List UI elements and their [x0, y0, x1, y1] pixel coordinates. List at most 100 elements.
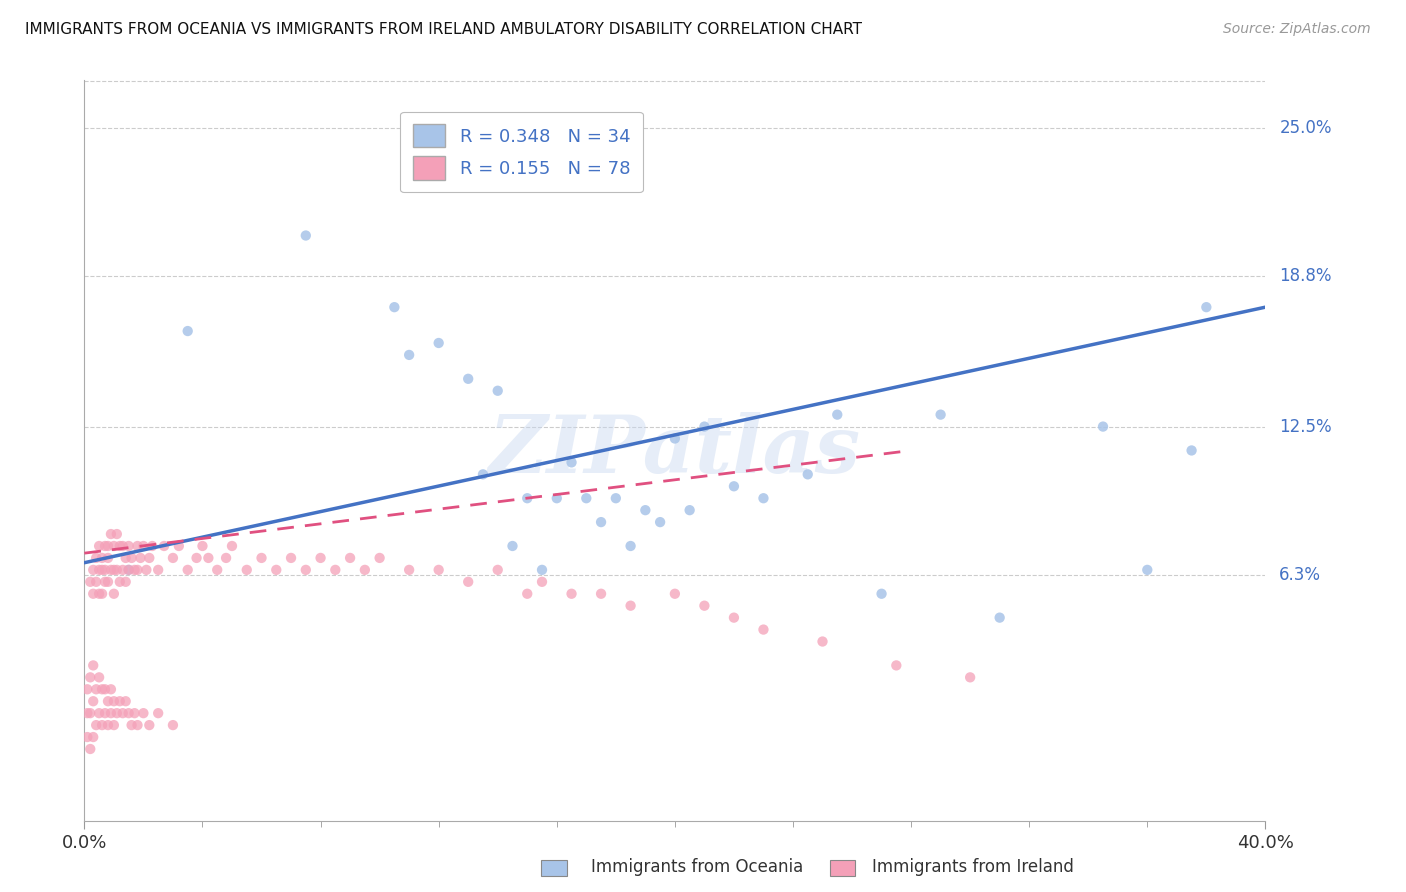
Point [693, 419, 716, 434]
Point [295, 563, 318, 577]
Point [605, 491, 627, 506]
Point [124, 563, 146, 577]
Text: ZIPatlas: ZIPatlas [489, 412, 860, 489]
Point [309, 550, 332, 565]
Point [398, 563, 420, 577]
Point [561, 587, 583, 601]
Point [76, 682, 98, 697]
Point [87, 587, 111, 601]
Point [486, 384, 509, 398]
Point [82, 730, 104, 744]
Point [105, 527, 128, 541]
Point [111, 539, 134, 553]
Point [127, 718, 149, 732]
Point [87, 670, 111, 684]
Point [138, 718, 160, 732]
Point [118, 563, 141, 577]
Point [546, 491, 568, 506]
Point [84, 574, 107, 589]
Point [620, 539, 643, 553]
Point [94, 539, 117, 553]
Point [103, 587, 125, 601]
Point [121, 550, 143, 565]
Point [886, 658, 908, 673]
Point [811, 634, 834, 648]
Point [148, 706, 170, 721]
Point [91, 682, 114, 697]
Point [531, 563, 554, 577]
Text: Source: ZipAtlas.com: Source: ZipAtlas.com [1223, 22, 1371, 37]
Point [177, 324, 200, 338]
Point [127, 563, 149, 577]
Point [97, 718, 120, 732]
Point [79, 706, 101, 721]
Point [132, 539, 155, 553]
Point [105, 706, 128, 721]
Point [664, 587, 686, 601]
Point [103, 718, 125, 732]
Point [162, 550, 184, 565]
Text: Immigrants from Ireland: Immigrants from Ireland [872, 858, 1074, 876]
Point [118, 563, 141, 577]
Point [295, 228, 318, 243]
Point [97, 694, 120, 708]
Text: IMMIGRANTS FROM OCEANIA VS IMMIGRANTS FROM IRELAND AMBULATORY DISABILITY CORRELA: IMMIGRANTS FROM OCEANIA VS IMMIGRANTS FR… [25, 22, 862, 37]
Point [486, 563, 509, 577]
Point [870, 587, 893, 601]
Point [591, 587, 613, 601]
Point [82, 694, 104, 708]
Point [472, 467, 495, 482]
Point [752, 491, 775, 506]
Legend: R = 0.348   N = 34, R = 0.155   N = 78: R = 0.348 N = 34, R = 0.155 N = 78 [399, 112, 643, 193]
Point [111, 563, 134, 577]
Point [620, 599, 643, 613]
Point [501, 539, 523, 553]
Point [138, 550, 160, 565]
Point [82, 658, 104, 673]
Point [97, 550, 120, 565]
Point [103, 539, 125, 553]
Point [827, 408, 849, 422]
Point [664, 432, 686, 446]
Point [650, 515, 672, 529]
Text: 6.3%: 6.3% [1279, 566, 1322, 583]
Point [84, 718, 107, 732]
Text: 25.0%: 25.0% [1279, 119, 1331, 137]
Point [354, 563, 377, 577]
Point [207, 563, 229, 577]
Point [103, 694, 125, 708]
Point [1092, 419, 1115, 434]
Point [1181, 443, 1204, 458]
Point [153, 539, 176, 553]
Point [959, 670, 981, 684]
Point [114, 574, 136, 589]
Point [427, 336, 450, 351]
Point [118, 539, 141, 553]
Point [82, 587, 104, 601]
Point [162, 718, 184, 732]
Point [118, 706, 141, 721]
Point [94, 563, 117, 577]
Point [87, 563, 111, 577]
Point [82, 563, 104, 577]
Point [215, 550, 238, 565]
Point [368, 550, 391, 565]
Point [1195, 300, 1218, 314]
Point [797, 467, 820, 482]
Point [752, 623, 775, 637]
Point [76, 706, 98, 721]
Point [91, 563, 114, 577]
Point [325, 563, 347, 577]
Point [87, 539, 111, 553]
Point [221, 539, 243, 553]
Point [531, 574, 554, 589]
Point [97, 539, 120, 553]
Point [398, 348, 420, 362]
Point [561, 455, 583, 469]
Point [121, 718, 143, 732]
Point [87, 706, 111, 721]
Point [108, 574, 131, 589]
Point [141, 539, 163, 553]
Point [591, 515, 613, 529]
Point [186, 550, 208, 565]
